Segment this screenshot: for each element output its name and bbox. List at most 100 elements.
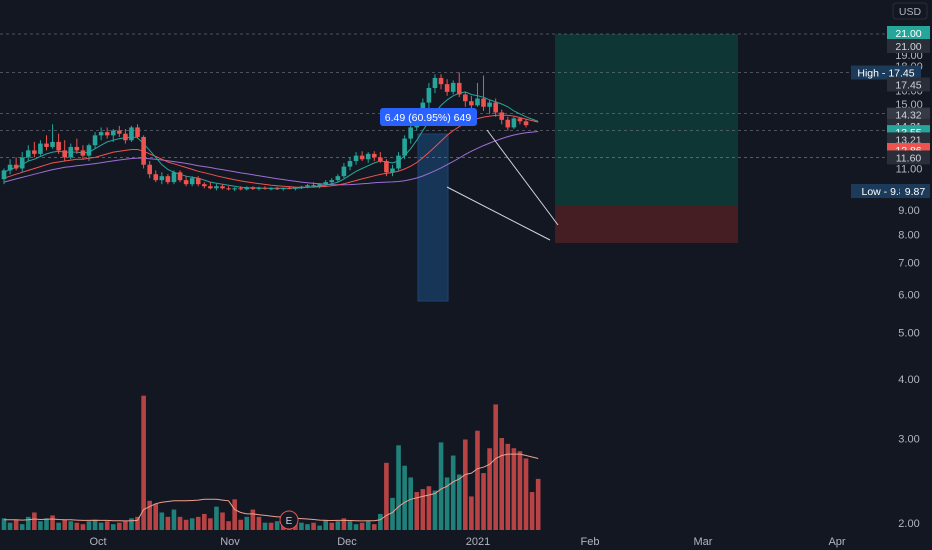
volume-bar xyxy=(262,522,268,530)
candle-body xyxy=(311,185,316,187)
candle-body xyxy=(135,127,140,137)
candle-body xyxy=(220,186,225,189)
high-price-axis-label: 17.45 xyxy=(895,80,921,92)
volume-bar xyxy=(359,522,365,530)
candle-body xyxy=(32,150,37,154)
candle-body xyxy=(129,127,134,141)
target-price-axis-label: 21.00 xyxy=(895,41,921,53)
volume-bar xyxy=(523,458,529,530)
candle-body xyxy=(347,161,353,167)
candle-body xyxy=(226,188,231,190)
volume-bar xyxy=(104,521,110,530)
volume-bar xyxy=(456,474,462,530)
support-axis-label-bg xyxy=(887,132,930,147)
candle-body xyxy=(359,155,365,160)
volume-bar xyxy=(323,519,329,530)
candle-body xyxy=(13,164,19,169)
trendline-lower[interactable] xyxy=(446,186,551,241)
volume-bar xyxy=(335,521,341,530)
currency-badge[interactable]: USD xyxy=(892,2,928,20)
volume-bar xyxy=(299,522,304,530)
candle-body xyxy=(511,118,517,128)
candle-body xyxy=(505,119,511,128)
horizontal-levels xyxy=(0,33,887,158)
measure-box[interactable] xyxy=(417,133,449,302)
candle-body xyxy=(426,87,432,103)
candle-body xyxy=(25,150,31,158)
y-tick-label: 6.00 xyxy=(898,290,919,302)
time-axis: Oct Nov Dec 2021 Feb Mar Apr xyxy=(89,536,845,548)
volume-bar xyxy=(147,500,152,530)
stop-zone[interactable] xyxy=(555,205,738,243)
volume-bar xyxy=(220,512,225,530)
y-tick-label: 9.00 xyxy=(898,205,919,217)
volume-bar xyxy=(50,515,55,530)
candle-body xyxy=(165,176,171,183)
volume-bar xyxy=(450,455,456,530)
candle-body xyxy=(371,153,377,158)
candle-body xyxy=(469,101,474,106)
y-tick-label: 7.00 xyxy=(898,257,919,269)
candle-body xyxy=(171,172,177,183)
volume-bar xyxy=(232,499,237,530)
candle-body xyxy=(402,138,407,156)
target-zone[interactable] xyxy=(555,34,738,205)
candle-body xyxy=(280,188,286,190)
candle-body xyxy=(390,168,395,173)
volume-bar xyxy=(189,518,195,530)
trendline-upper[interactable] xyxy=(486,129,559,226)
ma-slow-line xyxy=(3,114,539,188)
candle-body xyxy=(329,180,335,183)
volume-bar xyxy=(305,524,310,530)
candle-body xyxy=(420,102,426,113)
target-price-label: 21.00 xyxy=(895,28,921,40)
candle-body xyxy=(62,150,67,158)
volume-bar xyxy=(347,521,353,530)
candle-body xyxy=(244,187,250,190)
volume-bar xyxy=(1,518,7,530)
volume-bar xyxy=(256,516,262,530)
candle-body xyxy=(19,157,25,169)
candle-body xyxy=(475,98,480,106)
x-tick-label: Feb xyxy=(581,536,600,548)
low-axis-label-bg xyxy=(900,184,930,199)
volume-bar xyxy=(129,518,134,530)
volume-bar xyxy=(481,473,486,530)
candle-body xyxy=(38,143,43,154)
volume-bar xyxy=(384,462,389,530)
volume-bar xyxy=(25,516,31,530)
volume-bar xyxy=(208,518,213,530)
candle-body xyxy=(256,187,262,189)
volume-bar xyxy=(505,443,511,530)
lower-level-label: 11.60 xyxy=(896,152,922,164)
volume-bar xyxy=(214,506,219,530)
y-tick-label: 2.00 xyxy=(898,518,919,530)
measure-label: 6.49 (60.95%) 649 xyxy=(385,112,472,124)
volume-bar xyxy=(268,522,274,530)
candle-body xyxy=(335,176,341,181)
candle-body xyxy=(183,180,189,185)
x-tick-label: 2021 xyxy=(466,536,490,548)
entry-price-label: 14.32 xyxy=(895,110,921,122)
volume-bar xyxy=(117,522,122,530)
candle-body xyxy=(104,132,110,136)
volume-bar xyxy=(153,503,159,530)
volume-bar xyxy=(238,519,244,530)
trendlines[interactable] xyxy=(446,129,559,241)
measure-tooltip: 6.49 (60.95%) 649 xyxy=(380,108,477,126)
volume-bar xyxy=(511,448,517,530)
candle-body xyxy=(299,186,304,188)
candle-body xyxy=(323,182,329,185)
candle-body xyxy=(92,135,98,146)
ma-long-line xyxy=(3,131,539,186)
volume-bar xyxy=(444,477,450,530)
candle-body xyxy=(56,141,61,151)
candle-body xyxy=(98,132,104,136)
candle-body xyxy=(50,141,55,147)
y-tick-label: 3.00 xyxy=(898,434,919,446)
volume-bar xyxy=(402,465,407,530)
earnings-marker[interactable]: E xyxy=(279,510,299,530)
volume-bar xyxy=(517,451,523,530)
candle-body xyxy=(177,172,183,181)
